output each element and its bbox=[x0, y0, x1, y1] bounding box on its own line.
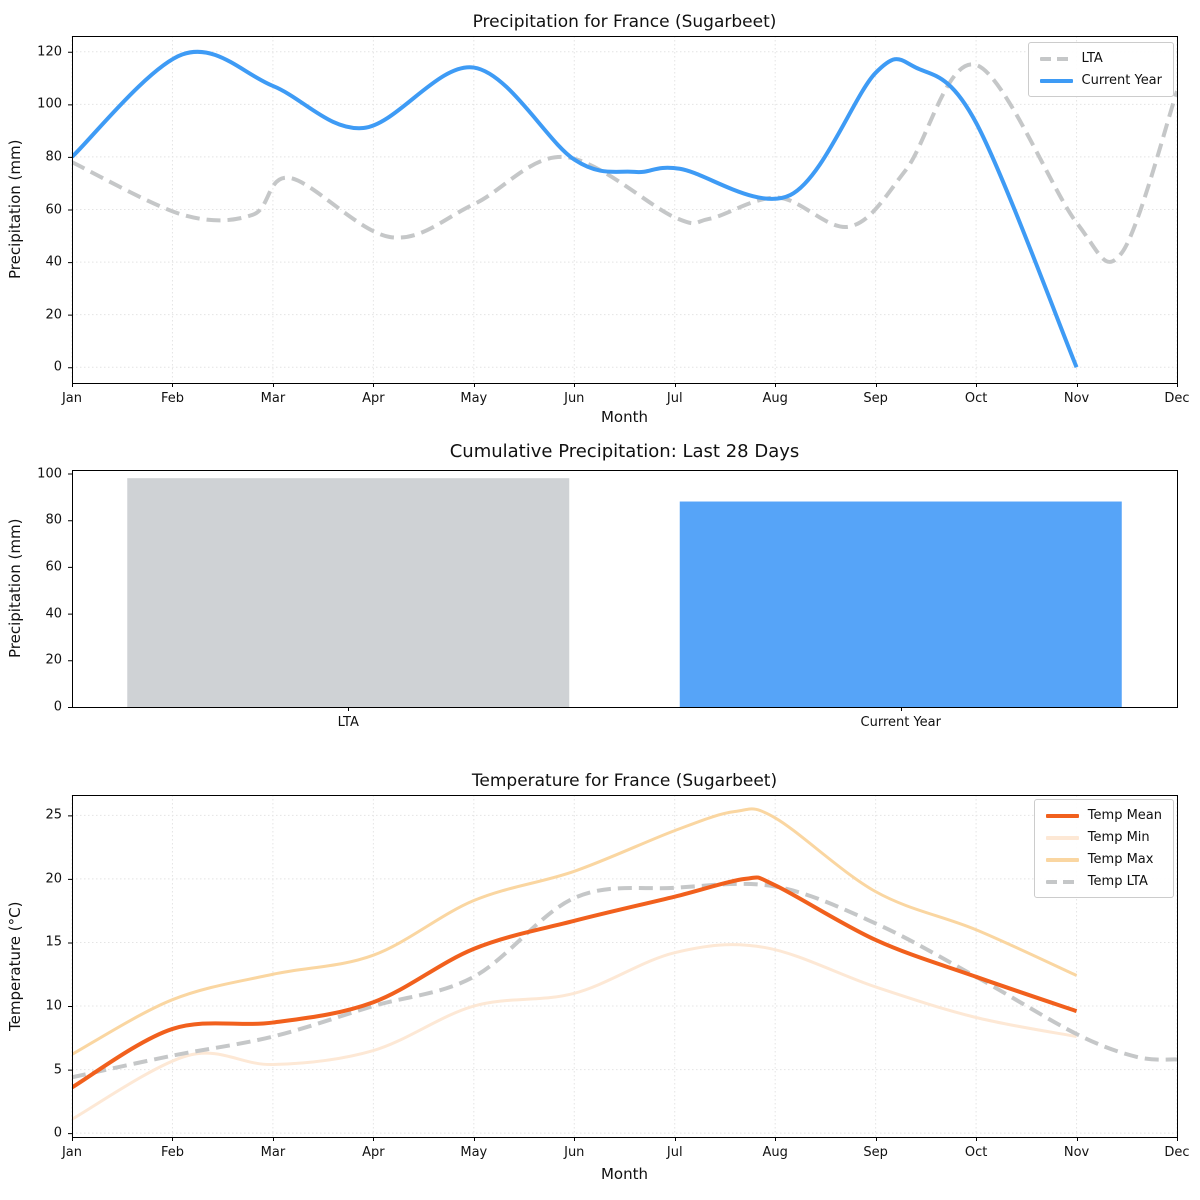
y-tick-label: 100 bbox=[37, 96, 62, 112]
temperature-line-chart: Temperature for France (Sugarbeet) Tempe… bbox=[0, 755, 1200, 1200]
legend-label: Temp LTA bbox=[1087, 874, 1148, 889]
x-tick-label: Jul bbox=[666, 1145, 683, 1160]
x-tick-label: Sep bbox=[863, 1145, 888, 1160]
x-tick-label: Jan bbox=[61, 1145, 83, 1160]
y-tick-label: 120 bbox=[37, 44, 62, 60]
y-tick-label: 60 bbox=[45, 559, 62, 575]
legend-label: Temp Mean bbox=[1087, 808, 1162, 823]
x-tick-label: Oct bbox=[964, 1145, 988, 1160]
y-tick-label: 25 bbox=[45, 807, 62, 823]
legend-entry: Temp LTA bbox=[1045, 874, 1162, 889]
legend-line-swatch bbox=[1039, 78, 1073, 83]
x-tick-label: May bbox=[460, 391, 488, 406]
chart-title: Temperature for France (Sugarbeet) bbox=[471, 771, 778, 791]
y-tick-label: 15 bbox=[45, 934, 62, 950]
legend-label: Current Year bbox=[1081, 73, 1162, 88]
precipitation-plot-canvas bbox=[0, 0, 1200, 435]
legend-line-swatch bbox=[1045, 857, 1079, 862]
legend-label: LTA bbox=[1081, 51, 1103, 66]
x-tick-label: Nov bbox=[1063, 1145, 1090, 1160]
y-tick-label: 0 bbox=[53, 359, 62, 375]
x-tick-label: Dec bbox=[1164, 1145, 1190, 1160]
legend-entry: LTA bbox=[1039, 51, 1162, 66]
cumulative-precipitation-bar-chart: Cumulative Precipitation: Last 28 Days P… bbox=[0, 435, 1200, 755]
x-tick-label: Aug bbox=[762, 391, 788, 406]
legend: LTA Current Year bbox=[1027, 42, 1174, 97]
y-tick-label: 5 bbox=[53, 1062, 62, 1078]
y-tick-label: 60 bbox=[45, 202, 62, 217]
x-tick-label: LTA bbox=[337, 715, 359, 730]
y-tick-label: 40 bbox=[45, 606, 62, 622]
y-axis-label: Temperature (°C) bbox=[6, 901, 24, 1031]
y-tick-label: 20 bbox=[45, 307, 62, 323]
x-tick-label: Aug bbox=[762, 1145, 788, 1160]
chart-title: Cumulative Precipitation: Last 28 Days bbox=[449, 441, 800, 462]
x-tick-label: Oct bbox=[964, 391, 988, 406]
legend-line-swatch bbox=[1045, 879, 1079, 884]
x-tick-label: Jan bbox=[61, 391, 83, 406]
x-tick-label: Feb bbox=[160, 1145, 184, 1160]
y-tick-label: 40 bbox=[45, 254, 62, 270]
y-tick-label: 20 bbox=[45, 871, 62, 887]
y-axis-label: Precipitation (mm) bbox=[6, 518, 24, 659]
x-tick-label: Apr bbox=[362, 391, 385, 406]
x-tick-label: Nov bbox=[1063, 391, 1090, 406]
legend-label: Temp Max bbox=[1087, 852, 1154, 867]
x-tick-label: Jul bbox=[666, 391, 683, 406]
x-axis-label: Month bbox=[600, 408, 648, 426]
x-tick-label: Current Year bbox=[860, 715, 941, 730]
temperature-plot-canvas bbox=[0, 755, 1200, 1200]
y-tick-label: 100 bbox=[37, 466, 62, 481]
y-tick-label: 0 bbox=[53, 1125, 62, 1141]
x-tick-label: Dec bbox=[1164, 391, 1190, 406]
cumulative-precipitation-plot-canvas bbox=[0, 435, 1200, 755]
legend-line-swatch bbox=[1045, 813, 1079, 818]
x-tick-label: Feb bbox=[160, 391, 184, 406]
x-tick-label: May bbox=[460, 1145, 488, 1160]
x-tick-label: Mar bbox=[260, 1145, 286, 1160]
legend-line-swatch bbox=[1045, 835, 1079, 840]
legend-entry: Temp Max bbox=[1045, 852, 1162, 867]
y-tick-label: 20 bbox=[45, 652, 62, 668]
x-axis-label: Month bbox=[600, 1165, 648, 1183]
y-tick-label: 80 bbox=[45, 149, 62, 165]
legend: Temp Mean Temp Min Temp Max Temp LTA bbox=[1033, 799, 1174, 898]
legend-label: Temp Min bbox=[1087, 830, 1150, 845]
x-tick-label: Jun bbox=[564, 391, 585, 406]
y-tick-label: 10 bbox=[45, 998, 62, 1014]
legend-entry: Current Year bbox=[1039, 73, 1162, 88]
chart-title: Precipitation for France (Sugarbeet) bbox=[472, 12, 777, 32]
x-tick-label: Apr bbox=[362, 1145, 385, 1160]
x-tick-label: Jun bbox=[564, 1145, 585, 1160]
legend-entry: Temp Mean bbox=[1045, 808, 1162, 823]
legend-entry: Temp Min bbox=[1045, 830, 1162, 845]
x-tick-label: Mar bbox=[260, 391, 286, 406]
y-tick-label: 0 bbox=[53, 699, 62, 715]
x-tick-label: Sep bbox=[863, 391, 888, 406]
legend-line-swatch bbox=[1039, 56, 1073, 61]
y-tick-label: 80 bbox=[45, 512, 62, 528]
precipitation-line-chart: Precipitation for France (Sugarbeet) Pre… bbox=[0, 0, 1200, 435]
